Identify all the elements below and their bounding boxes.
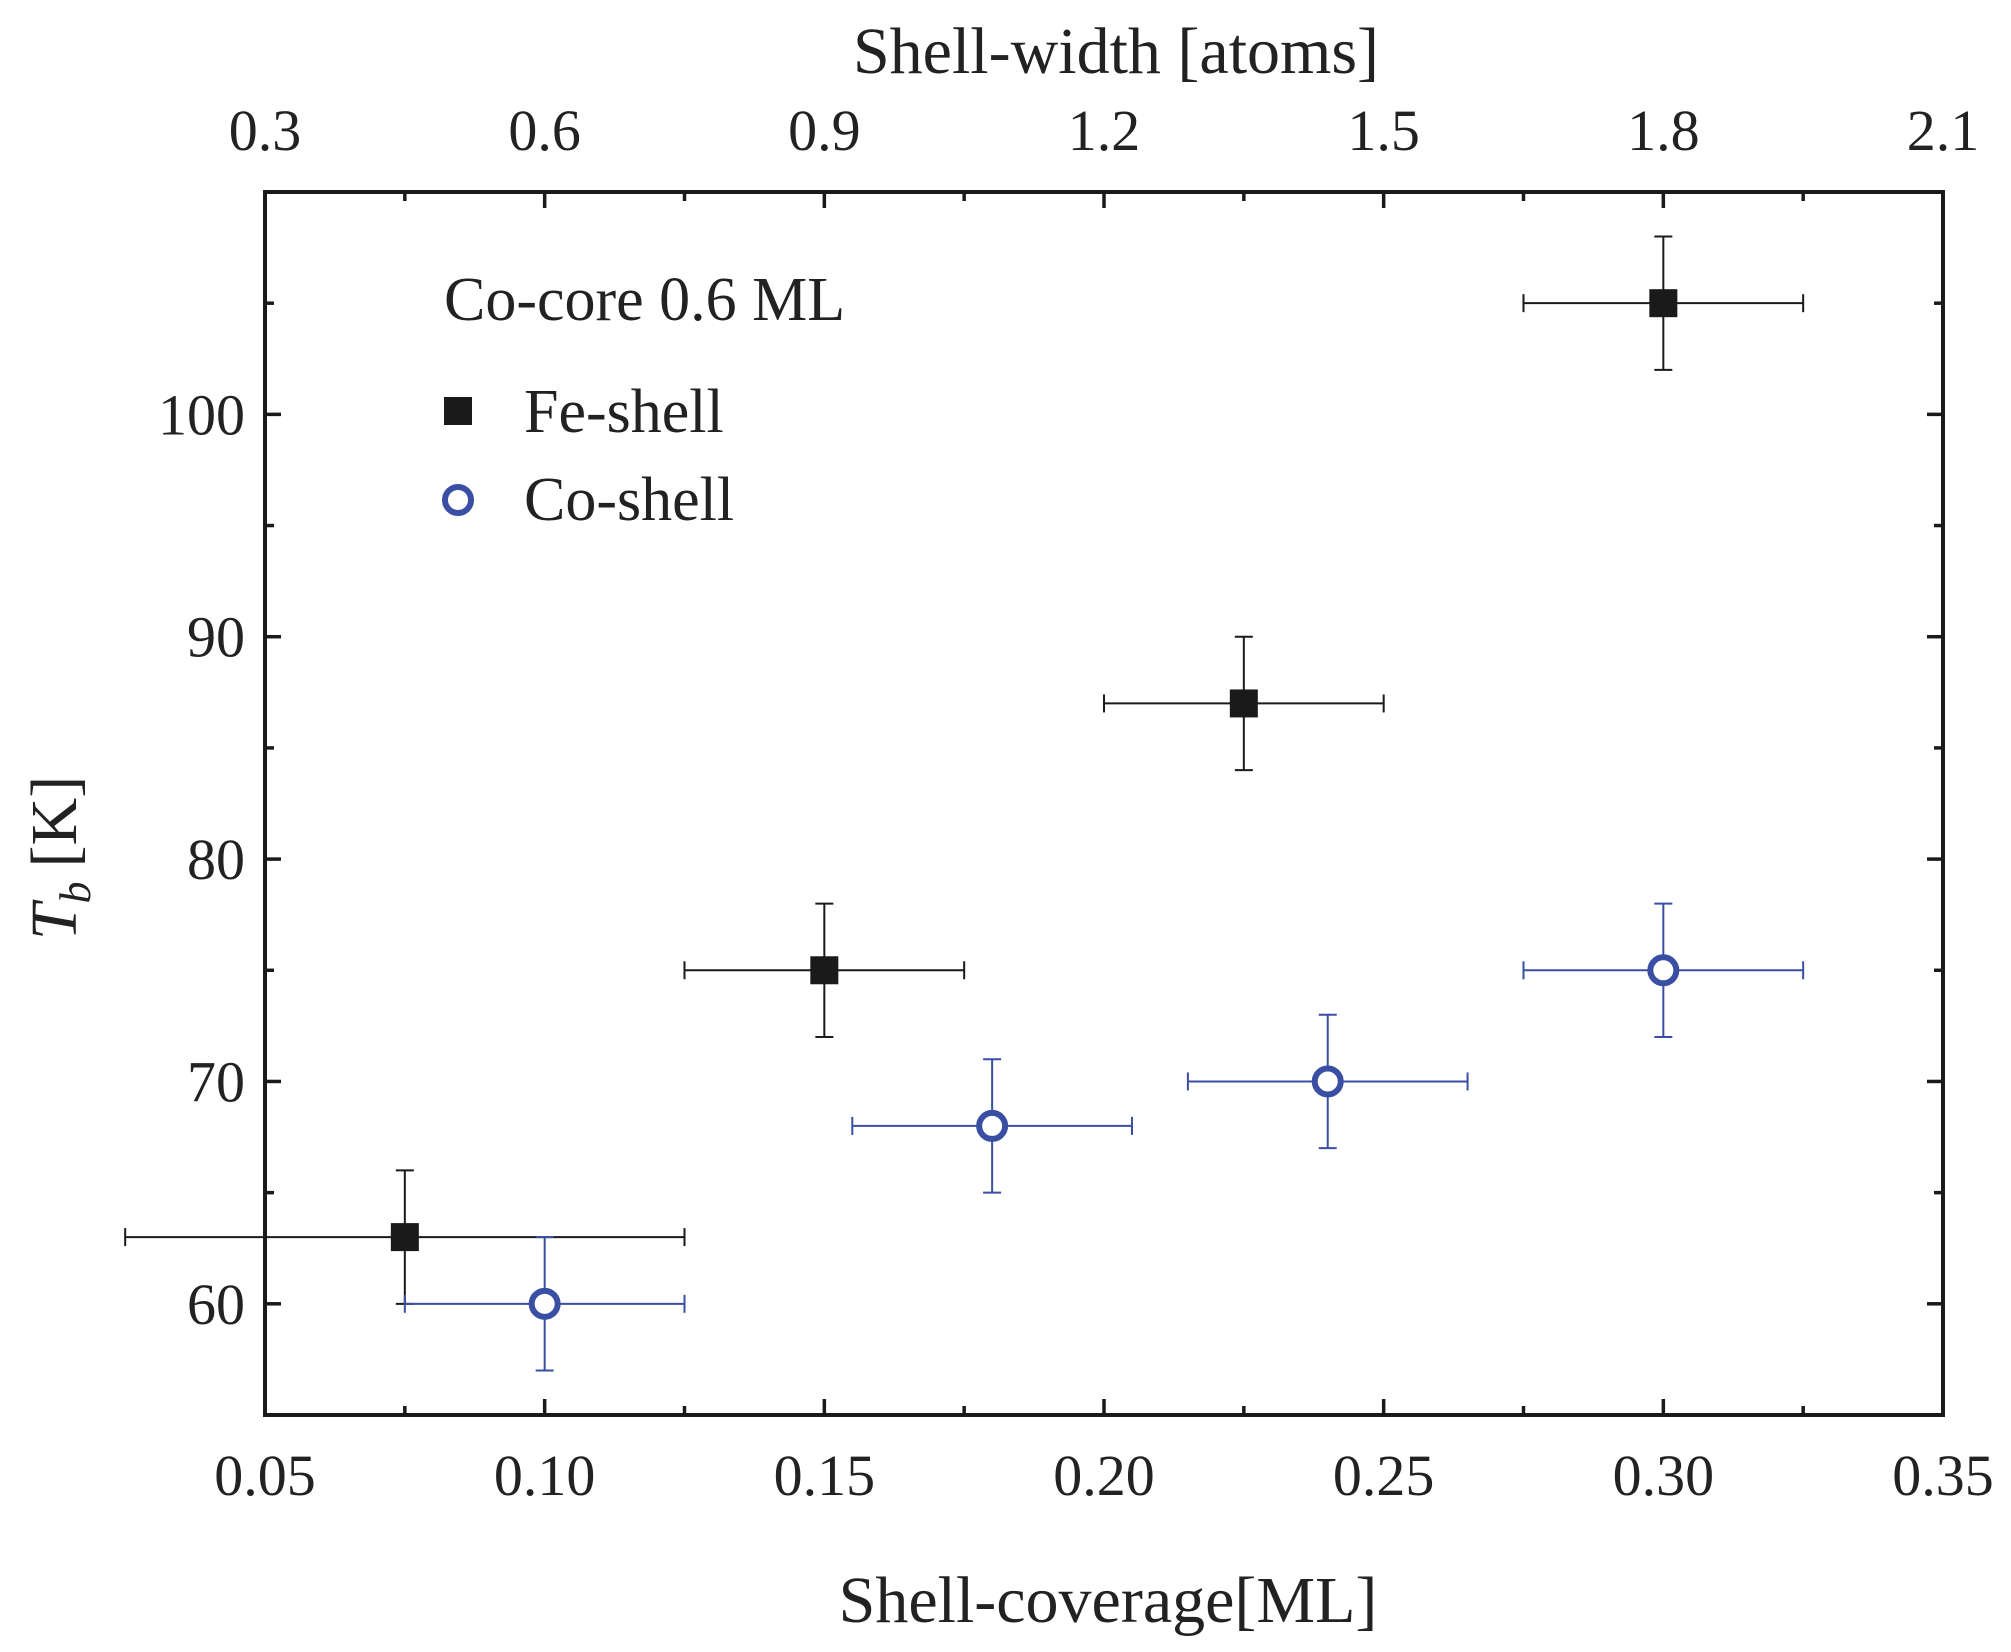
- x2-tick-label: 1.5: [1347, 98, 1420, 163]
- legend-marker-co-shell: [442, 484, 474, 516]
- x-tick-label: 0.30: [1613, 1443, 1715, 1508]
- x-tick-label: 0.25: [1333, 1443, 1435, 1508]
- y-axis-title-subscript: b: [51, 881, 100, 903]
- y-tick-label: 90: [187, 605, 245, 670]
- series-co-shell: [403, 902, 1805, 1372]
- x2-tick-label: 1.8: [1627, 98, 1700, 163]
- data-point-circle: [1647, 954, 1680, 987]
- data-point-circle: [528, 1287, 561, 1320]
- x-axis-title: Shell-coverage[ML]: [839, 1564, 1378, 1637]
- legend: Co-core 0.6 ML Fe-shell Co-shell: [442, 266, 845, 534]
- legend-label-fe-shell: Fe-shell: [524, 378, 724, 446]
- legend-label-co-shell: Co-shell: [524, 466, 734, 534]
- x2-axis-title: Shell-width [atoms]: [853, 15, 1379, 88]
- plot-frame: [263, 190, 1945, 1417]
- x-tick-label: 0.10: [494, 1443, 596, 1508]
- x-tick-label: 0.35: [1892, 1443, 1994, 1508]
- x2-tick-label: 2.1: [1907, 98, 1980, 163]
- data-point-square: [1649, 289, 1678, 318]
- x2-tick-label: 0.6: [508, 98, 581, 163]
- x-tick-label: 0.20: [1053, 1443, 1155, 1508]
- data-point-square: [1229, 689, 1258, 718]
- y-tick-label: 70: [187, 1049, 245, 1114]
- y-axis-title: Tb [K]: [18, 776, 100, 940]
- x2-tick-label: 0.9: [788, 98, 861, 163]
- data-point-circle: [1311, 1065, 1344, 1098]
- x-tick-label: 0.15: [774, 1443, 876, 1508]
- y-tick-label: 100: [158, 382, 245, 447]
- x2-tick-label: 1.2: [1068, 98, 1141, 163]
- data-layer: [124, 235, 1805, 1372]
- legend-title: Co-core 0.6 ML: [444, 266, 845, 334]
- legend-marker-fe-shell: [444, 397, 472, 425]
- y-tick-label: 80: [187, 827, 245, 892]
- y-axis-title-unit: [K]: [18, 776, 91, 868]
- x-tick-label: 0.05: [214, 1443, 316, 1508]
- data-point-square: [810, 956, 839, 985]
- ticks-layer: 0.05 0.10 0.15 0.20 0.25 0.30 0.35 0.3 0.6 0.9 1.2…: [158, 98, 1994, 1508]
- y-axis-title-symbol: T: [18, 899, 91, 940]
- data-point-square: [390, 1223, 419, 1252]
- y-tick-label: 60: [187, 1272, 245, 1337]
- series-fe-shell: [124, 235, 1805, 1305]
- x2-tick-label: 0.3: [229, 98, 302, 163]
- data-point-circle: [976, 1109, 1009, 1142]
